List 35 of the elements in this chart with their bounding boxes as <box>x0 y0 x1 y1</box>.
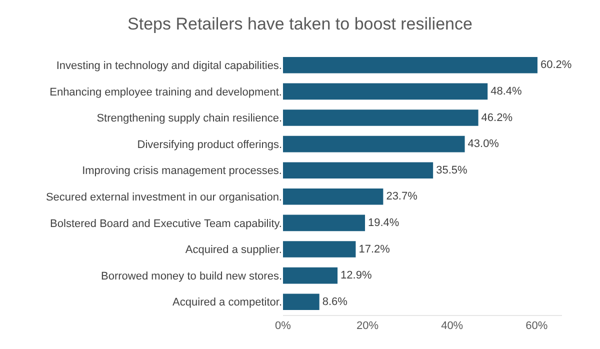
bar <box>283 57 538 74</box>
chart-title: Steps Retailers have taken to boost resilience <box>128 14 472 34</box>
y-tick-label: Investing in technology and digital capabilities. <box>56 60 282 72</box>
y-tick-label: Bolstered Board and Executive Team capability. <box>50 218 282 230</box>
x-tick-label: 40% <box>441 320 464 332</box>
x-tick-label: 20% <box>356 320 379 332</box>
bar <box>283 162 434 178</box>
data-label: 23.7% <box>386 190 418 203</box>
data-label: 60.2% <box>540 59 572 72</box>
y-tick-label: Strengthening supply chain resilience. <box>96 112 282 125</box>
y-tick-label: Diversifying product offerings. <box>137 138 282 151</box>
data-label: 43.0% <box>468 138 500 150</box>
bar <box>283 241 356 258</box>
bar <box>283 214 366 232</box>
y-tick-label: Borrowed money to build new stores. <box>101 270 282 282</box>
data-label: 35.5% <box>436 164 468 176</box>
x-tick-label: 0% <box>275 320 292 332</box>
bar <box>283 294 320 310</box>
bar <box>283 83 488 100</box>
y-tick-label: Secured external investment in our organisation. <box>46 192 282 204</box>
data-label: 8.6% <box>322 296 348 308</box>
x-tick-label: 60% <box>526 320 548 332</box>
data-label: 12.9% <box>340 270 372 282</box>
bar <box>283 110 478 126</box>
y-tick-label: Improving crisis management processes. <box>82 165 282 178</box>
data-label: 17.2% <box>358 243 390 256</box>
bar <box>283 267 338 284</box>
bar <box>283 136 465 152</box>
bar <box>283 188 384 205</box>
data-label: 46.2% <box>481 112 513 124</box>
data-label: 48.4% <box>490 85 522 98</box>
data-label: 19.4% <box>368 216 400 229</box>
y-tick-label: Enhancing employee training and development. <box>50 86 282 98</box>
y-tick-label: Acquired a competitor. <box>172 296 282 309</box>
y-tick-label: Acquired a supplier. <box>185 244 282 256</box>
